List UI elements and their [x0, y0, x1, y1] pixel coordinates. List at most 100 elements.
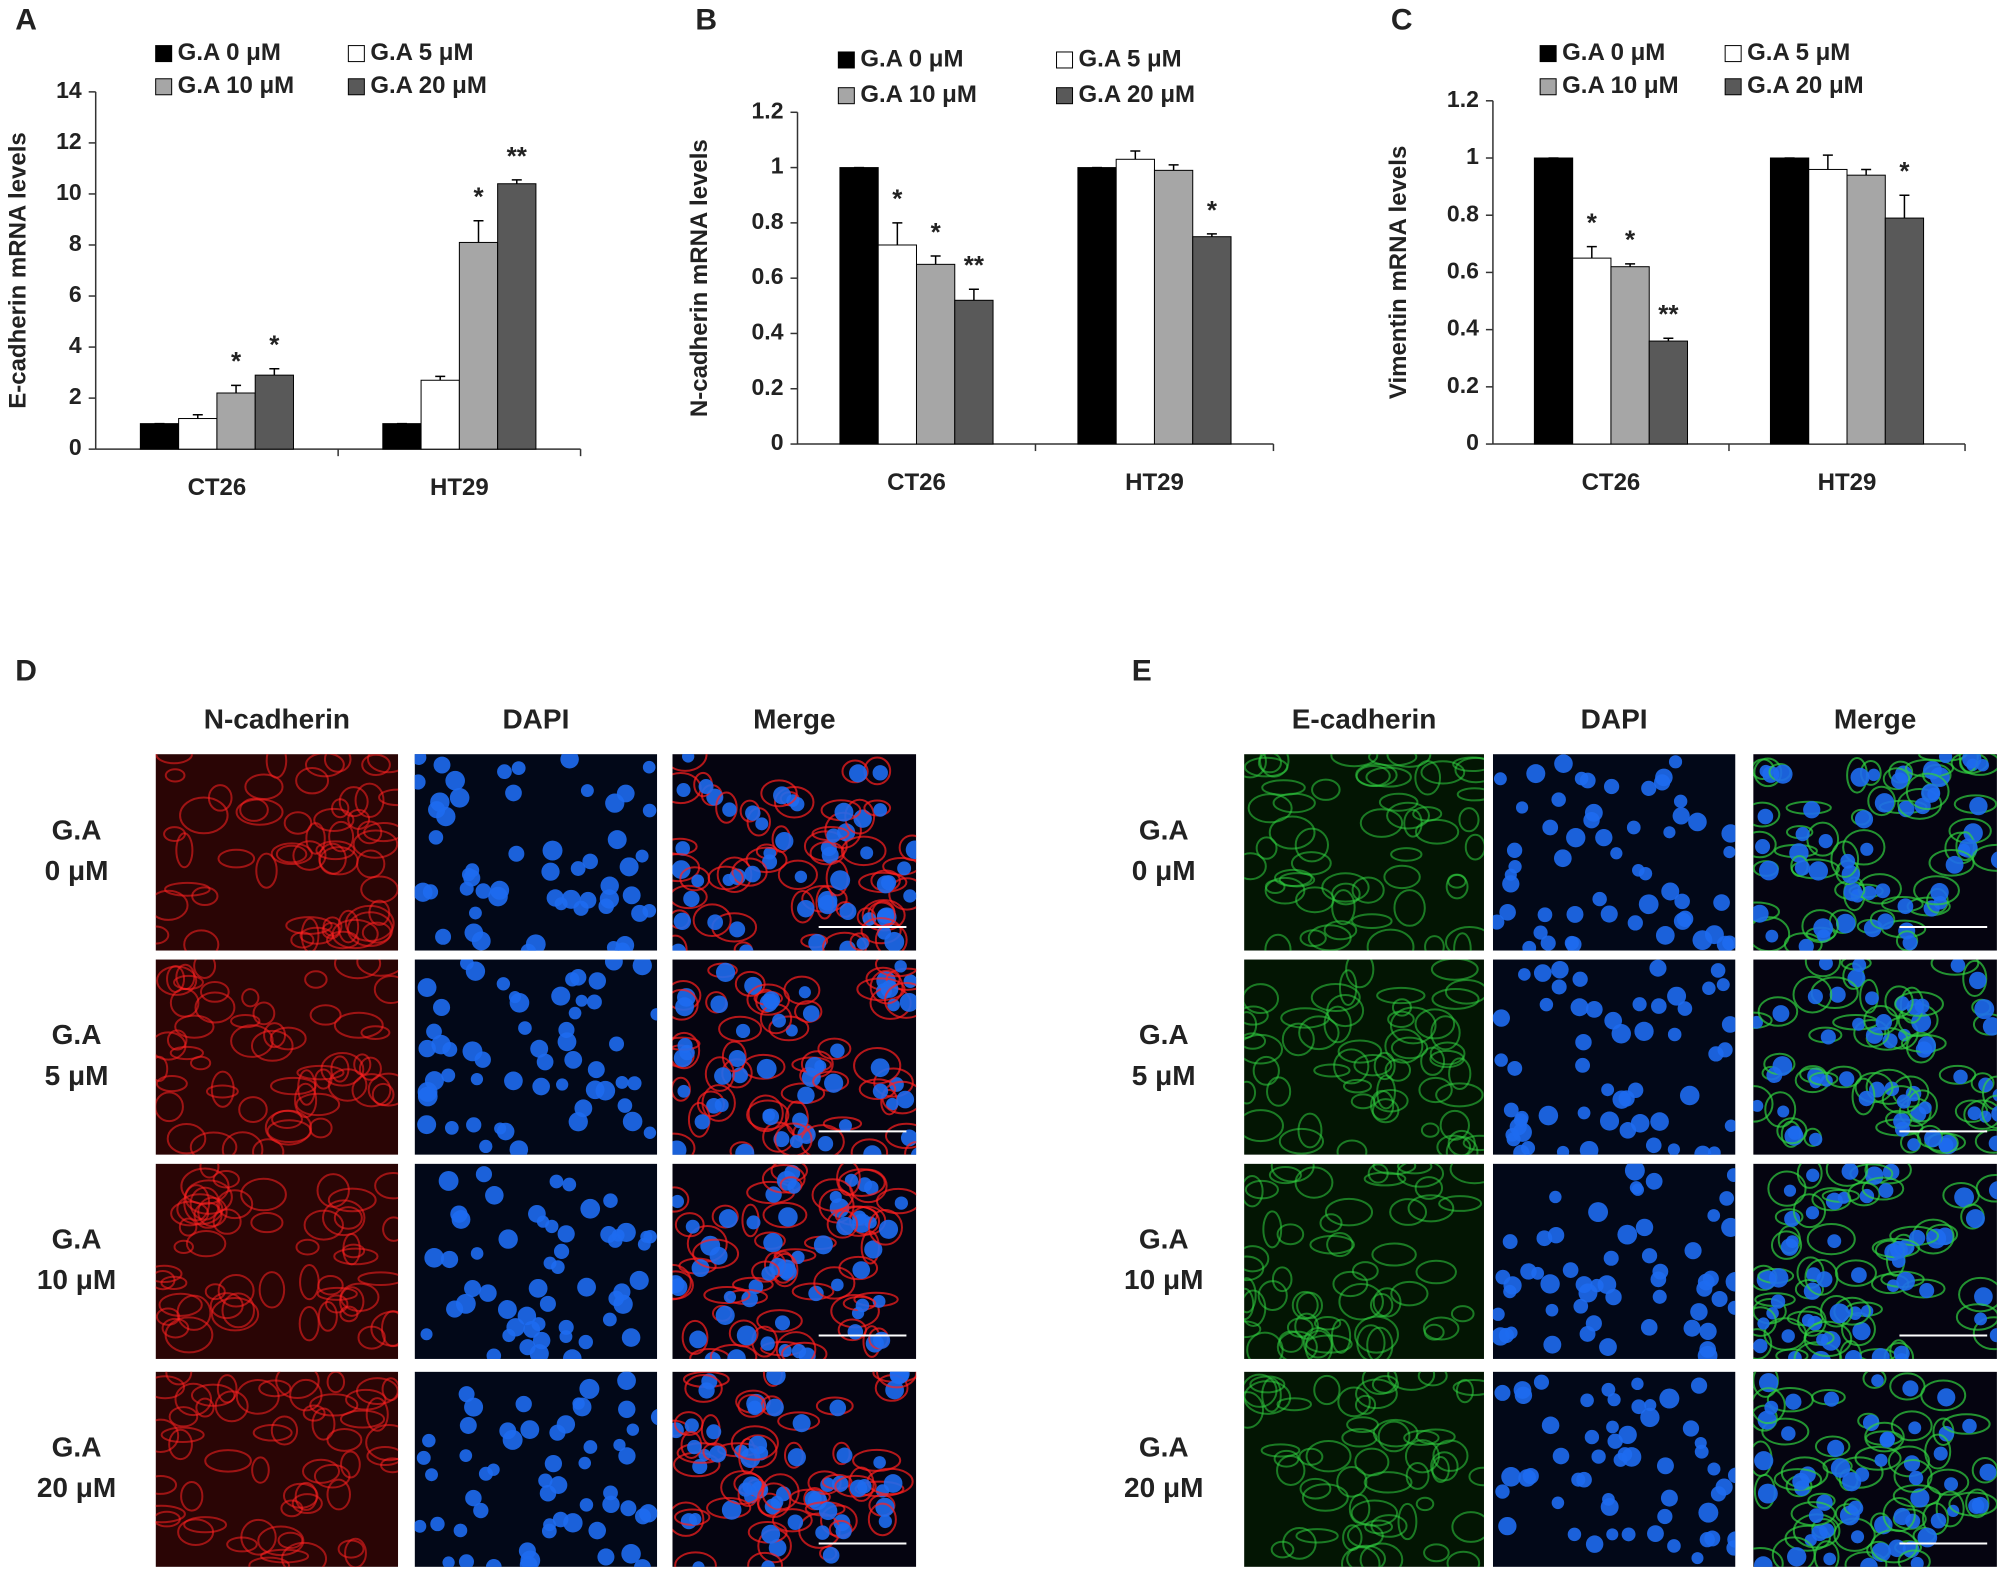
bar — [458, 241, 499, 450]
micrograph — [1753, 959, 1997, 1155]
bar — [254, 374, 294, 450]
column-header: N-cadherin — [204, 703, 350, 734]
bar — [420, 379, 460, 450]
legend-label: G.A 5 μM — [370, 39, 473, 66]
column-header: Merge — [753, 703, 835, 734]
bar — [1153, 169, 1194, 445]
micrograph — [672, 1371, 917, 1567]
legend-label: G.A 10 μM — [1562, 72, 1678, 99]
bar — [877, 244, 917, 445]
legend-swatch — [837, 87, 855, 105]
legend-label: G.A 0 μM — [1562, 39, 1665, 66]
significance-mark: * — [1207, 195, 1218, 225]
micrograph — [1244, 959, 1484, 1155]
error-bar — [1822, 154, 1833, 170]
y-tick-label: 14 — [56, 77, 82, 103]
y-tick-label: 1 — [1466, 143, 1479, 169]
row-label: 5 μM — [45, 1060, 109, 1091]
legend-label: G.A 5 μM — [1747, 39, 1850, 66]
row-label: 5 μM — [1132, 1060, 1196, 1091]
panel-label: E — [1132, 654, 1152, 687]
bar — [915, 263, 956, 445]
y-tick-label: 1.2 — [752, 97, 784, 123]
micrograph — [1492, 1163, 1736, 1359]
legend-label: G.A 20 μM — [1079, 81, 1195, 108]
row-label: G.A — [52, 1431, 102, 1462]
legend-swatch — [837, 51, 855, 69]
legend-swatch — [347, 45, 365, 63]
micrograph — [672, 1163, 917, 1359]
legend-label: G.A 20 μM — [1747, 72, 1863, 99]
micrograph — [414, 1163, 658, 1359]
error-bar — [1625, 263, 1636, 267]
y-tick-label: 0.2 — [1447, 372, 1479, 398]
bar — [1192, 236, 1232, 445]
row-label: G.A — [1139, 1223, 1189, 1254]
bar — [139, 423, 180, 450]
bar — [1610, 266, 1650, 445]
micrograph — [1244, 1371, 1484, 1567]
micrograph — [1244, 1163, 1484, 1359]
legend-swatch — [155, 45, 173, 63]
significance-mark: * — [1587, 208, 1598, 238]
legend-label: G.A 20 μM — [370, 72, 486, 99]
significance-mark: * — [1625, 225, 1636, 255]
legend-swatch — [1056, 51, 1074, 69]
row-label: G.A — [52, 1223, 102, 1254]
micrograph — [1492, 959, 1736, 1155]
error-bar — [435, 375, 446, 381]
significance-mark: * — [1899, 156, 1910, 186]
y-tick-label: 0.4 — [752, 319, 784, 345]
micrograph — [155, 754, 399, 951]
y-tick-label: 12 — [56, 128, 82, 154]
error-bar — [511, 179, 522, 184]
micrograph — [155, 1371, 399, 1567]
row-label: G.A — [1139, 1019, 1189, 1050]
y-tick-label: 0 — [771, 429, 784, 455]
panel-label: C — [1391, 4, 1413, 37]
micrograph — [1753, 1163, 1997, 1359]
micrograph — [414, 1371, 658, 1567]
bar — [954, 299, 994, 445]
column-header: DAPI — [502, 703, 569, 734]
micrograph — [414, 754, 658, 951]
bar — [839, 167, 879, 445]
legend-swatch — [1724, 78, 1742, 96]
micrograph — [414, 959, 658, 1155]
row-label: G.A — [1139, 1431, 1189, 1462]
legend-label: G.A 10 μM — [178, 72, 294, 99]
error-bar — [1663, 337, 1674, 342]
row-label: 10 μM — [37, 1264, 116, 1295]
y-axis-title: E-cadherin mRNA levels — [4, 132, 31, 409]
row-label: 10 μM — [1124, 1264, 1203, 1295]
y-tick-label: 0.2 — [752, 374, 784, 400]
y-tick-label: 1 — [771, 153, 784, 179]
y-tick-label: 0.6 — [752, 263, 784, 289]
y-tick-label: 1.2 — [1447, 86, 1479, 112]
y-tick-label: 0.4 — [1447, 315, 1479, 341]
error-bar — [930, 255, 941, 265]
legend-label: G.A 0 μM — [860, 45, 963, 72]
panel-label: A — [15, 4, 37, 37]
error-bar — [269, 368, 280, 376]
legend-swatch — [1724, 45, 1742, 63]
micrograph — [1244, 754, 1484, 951]
y-tick-label: 0.6 — [1447, 258, 1479, 284]
legend-label: G.A 5 μM — [1079, 45, 1182, 72]
significance-mark: ** — [1658, 299, 1679, 329]
y-axis-title: Vimentin mRNA levels — [1385, 146, 1412, 399]
y-tick-label: 2 — [69, 383, 82, 409]
error-bar — [892, 222, 903, 245]
column-header: DAPI — [1581, 703, 1648, 734]
error-bar — [473, 219, 484, 243]
error-bar — [1130, 150, 1141, 160]
error-bar — [1206, 233, 1217, 237]
legend-swatch — [1539, 78, 1557, 96]
error-bar — [231, 384, 242, 394]
y-tick-label: 0.8 — [752, 208, 784, 234]
row-label: 0 μM — [1132, 855, 1196, 886]
error-bar — [1861, 168, 1872, 176]
bar — [178, 418, 218, 450]
bar — [497, 183, 537, 450]
